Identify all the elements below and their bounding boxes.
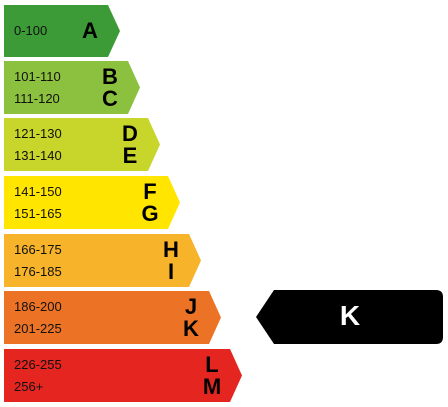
rating-letter: E [122, 143, 138, 169]
rating-letter: M [202, 374, 222, 400]
rating-range-label: 141-150 [14, 183, 62, 199]
rating-range-label: 176-185 [14, 264, 62, 280]
indicator-arrow-shape [256, 290, 443, 344]
rating-range-label: 166-175 [14, 241, 62, 257]
rating-band: 141-150 F 151-165 G [4, 176, 180, 229]
current-rating-indicator: K [256, 290, 443, 344]
rating-letter: H [163, 236, 179, 262]
rating-range-label: 256+ [14, 379, 44, 395]
rating-letter: J [184, 293, 198, 319]
rating-band: 0-100 A [4, 5, 120, 57]
rating-letter: C [102, 86, 118, 112]
rating-letter: D [122, 120, 138, 146]
rating-letter: L [205, 351, 219, 377]
rating-range-label: 121-130 [14, 125, 62, 141]
rating-range-label: 0-100 [14, 23, 48, 38]
rating-range-label: 201-225 [14, 321, 62, 337]
rating-band-arrow [4, 118, 160, 171]
rating-band: 186-200 J 201-225 K [4, 291, 221, 344]
rating-range-label: 111-120 [14, 91, 60, 107]
rating-range-label: 226-255 [14, 356, 62, 372]
rating-band: 226-255 L 256+ M [4, 349, 242, 402]
rating-letter: A [82, 18, 98, 43]
rating-letter: F [143, 178, 157, 204]
rating-band: 121-130 D 131-140 E [4, 118, 160, 171]
rating-range-label: 101-110 [14, 68, 61, 84]
rating-band-arrow [4, 61, 140, 114]
rating-range-label: 131-140 [14, 148, 62, 164]
rating-letter: K [183, 316, 199, 342]
indicator-rating-letter: K [339, 300, 361, 331]
rating-range-label: 186-200 [14, 298, 62, 314]
rating-band-arrow [4, 349, 242, 402]
rating-band-arrow [4, 234, 201, 287]
rating-band-arrow [4, 5, 120, 57]
rating-range-label: 151-165 [14, 206, 62, 222]
rating-band-arrow [4, 176, 180, 229]
rating-band: 166-175 H 176-185 I [4, 234, 201, 287]
rating-letter: B [102, 63, 118, 89]
rating-band: 101-110 B 111-120 C [4, 61, 140, 114]
rating-band-arrow [4, 291, 221, 344]
rating-letter: I [167, 259, 175, 285]
rating-letter: G [141, 201, 159, 227]
